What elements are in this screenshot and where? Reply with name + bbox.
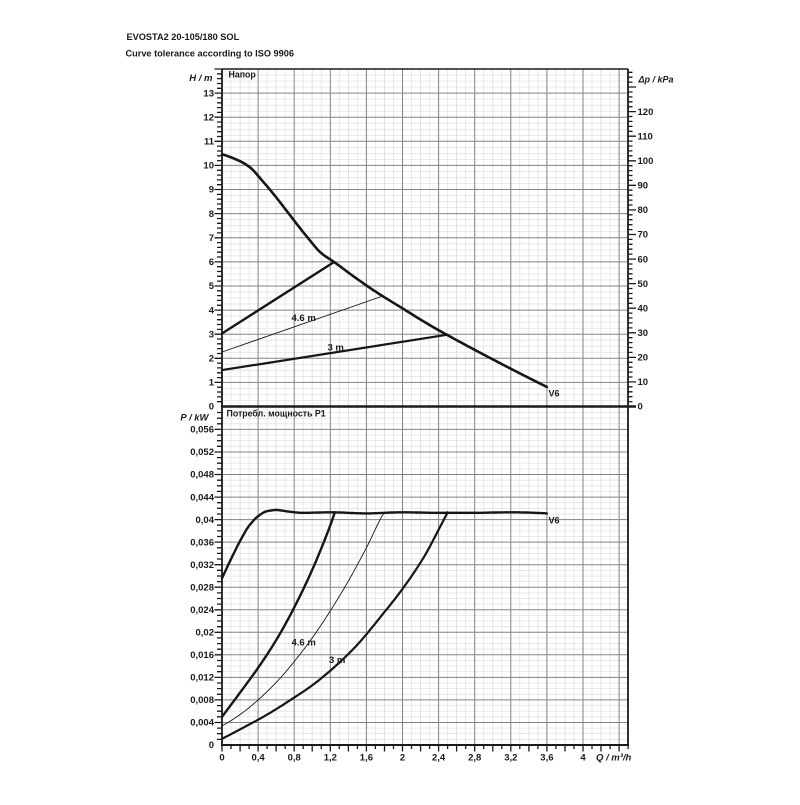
svg-text:0,016: 0,016: [190, 650, 214, 661]
svg-text:20: 20: [638, 353, 649, 364]
svg-text:120: 120: [638, 107, 654, 118]
svg-text:0: 0: [209, 402, 214, 413]
svg-text:3,6: 3,6: [540, 753, 553, 764]
svg-text:0,056: 0,056: [190, 425, 214, 436]
svg-text:2,8: 2,8: [468, 753, 481, 764]
svg-text:0,036: 0,036: [190, 537, 214, 548]
svg-text:P / kW: P / kW: [180, 413, 209, 424]
svg-text:6: 6: [209, 257, 214, 268]
svg-text:0,032: 0,032: [190, 560, 214, 571]
svg-text:2,4: 2,4: [432, 753, 446, 764]
svg-text:60: 60: [638, 254, 649, 265]
svg-text:4.6 m: 4.6 m: [292, 638, 316, 649]
svg-text:10: 10: [203, 161, 214, 172]
svg-text:3 m: 3 m: [329, 655, 345, 666]
svg-text:0,048: 0,048: [190, 470, 214, 481]
svg-text:0,8: 0,8: [288, 753, 301, 764]
svg-text:4: 4: [209, 305, 215, 316]
svg-text:3: 3: [209, 329, 214, 340]
svg-text:Δp / kPa: Δp / kPa: [638, 75, 674, 85]
svg-text:Напор: Напор: [229, 70, 257, 80]
svg-text:0,028: 0,028: [190, 582, 214, 593]
svg-text:2: 2: [400, 753, 405, 764]
svg-text:70: 70: [638, 230, 649, 241]
svg-text:1,2: 1,2: [324, 753, 337, 764]
svg-text:EVOSTA2 20-105/180 SOL: EVOSTA2 20-105/180 SOL: [127, 32, 240, 42]
svg-text:9: 9: [209, 185, 214, 196]
svg-text:7: 7: [209, 233, 214, 244]
svg-text:2: 2: [209, 354, 214, 365]
svg-text:80: 80: [638, 205, 649, 216]
svg-text:8: 8: [209, 209, 214, 220]
svg-text:0: 0: [638, 402, 643, 413]
svg-text:110: 110: [638, 131, 653, 142]
svg-text:0,008: 0,008: [190, 695, 214, 706]
svg-text:0: 0: [219, 753, 224, 764]
svg-text:30: 30: [638, 328, 649, 339]
svg-text:0,04: 0,04: [196, 515, 215, 526]
svg-text:3,2: 3,2: [504, 753, 517, 764]
svg-text:10: 10: [638, 377, 649, 388]
svg-text:H / m: H / m: [189, 73, 213, 84]
svg-text:13: 13: [203, 88, 214, 99]
svg-text:1: 1: [209, 378, 215, 389]
svg-text:100: 100: [638, 156, 654, 167]
svg-text:Curve tolerance according to I: Curve tolerance according to ISO 9906: [126, 49, 295, 59]
svg-text:11: 11: [204, 137, 215, 148]
svg-text:12: 12: [203, 112, 214, 123]
svg-text:50: 50: [638, 279, 649, 290]
svg-text:0,004: 0,004: [190, 718, 214, 729]
svg-text:5: 5: [209, 281, 215, 292]
svg-text:0,044: 0,044: [190, 492, 214, 503]
svg-text:0,024: 0,024: [190, 605, 214, 616]
svg-text:0,012: 0,012: [190, 673, 214, 684]
svg-text:1,6: 1,6: [360, 753, 373, 764]
svg-text:V6: V6: [549, 516, 560, 526]
svg-text:3 m: 3 m: [328, 343, 344, 354]
svg-text:90: 90: [638, 181, 649, 192]
svg-text:40: 40: [638, 303, 649, 314]
svg-text:Потребл. мощность P1: Потребл. мощность P1: [227, 409, 326, 419]
svg-text:4: 4: [580, 753, 586, 764]
svg-text:0: 0: [209, 740, 214, 751]
svg-text:0,02: 0,02: [196, 628, 215, 639]
svg-text:0,4: 0,4: [251, 753, 265, 764]
svg-text:Q / m³/h: Q / m³/h: [596, 753, 632, 764]
svg-text:V6: V6: [549, 389, 560, 399]
svg-text:0,052: 0,052: [190, 447, 214, 458]
svg-text:4.6 m: 4.6 m: [292, 313, 316, 324]
